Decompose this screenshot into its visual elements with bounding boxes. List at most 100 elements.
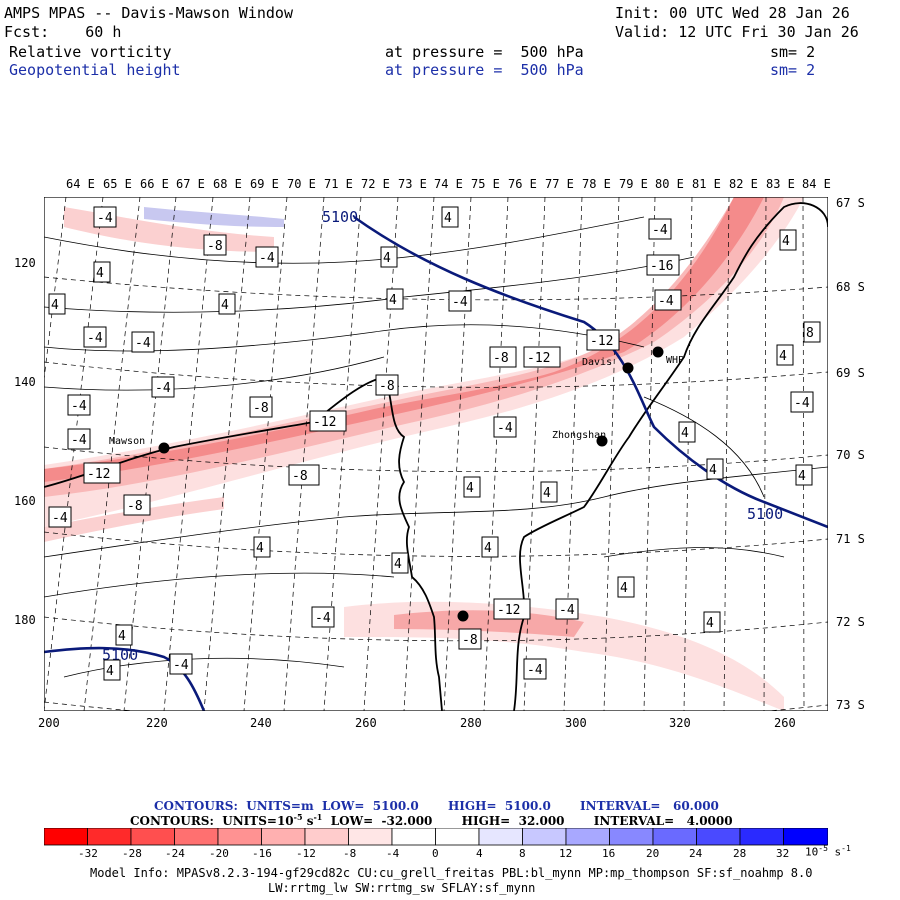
svg-text:8: 8 [806,326,814,341]
x-tick: 260 [774,716,796,730]
meridian-lines [44,197,805,711]
svg-text:4: 4 [620,581,628,596]
vort-box: -12 [586,329,620,351]
lat-label: 72 S [836,615,865,629]
colorbar-label: 28 [733,847,747,860]
lon-label: 65 E [103,177,132,191]
svg-text:4: 4 [394,557,402,572]
colorbar-label: 32 [776,847,790,860]
lon-label: 73 E [398,177,427,191]
lon-label: 83 E [766,177,795,191]
colorbar-label: 4 [476,847,483,860]
lon-label: 76 E [508,177,537,191]
vort-box: -16 [646,254,680,276]
station-whp: WHP [666,355,684,366]
vort-box: -4 [448,290,472,312]
lon-label: 64 E [66,177,95,191]
vort-box: -4 [67,428,91,450]
colorbar-label: -32 [78,847,98,860]
lon-label: 69 E [250,177,279,191]
x-tick: 300 [565,716,587,730]
vort-box: -8 [489,346,517,368]
svg-text:4: 4 [466,481,474,496]
svg-text:4: 4 [389,293,397,308]
svg-text:-12: -12 [313,415,336,430]
vort-box: 4 [617,576,635,598]
svg-text:4: 4 [782,234,790,249]
station-zhongshan-dot [596,435,608,447]
vort-box: -4 [83,326,107,348]
y-tick: 120 [14,256,36,270]
svg-text:-4: -4 [71,399,87,414]
title: AMPS MPAS -- Davis-Mawson Window [4,4,293,22]
svg-text:4: 4 [221,298,229,313]
vort-box: 4 [103,659,121,681]
svg-text:-8: -8 [292,469,308,484]
colorbar-label: 16 [602,847,616,860]
svg-text:4: 4 [118,629,126,644]
svg-text:-4: -4 [71,433,87,448]
station-zhongshan: Zhongshan [552,430,606,441]
colorbar-label: 8 [519,847,526,860]
forecast-hour: Fcst: 60 h [4,23,122,41]
svg-text:-12: -12 [497,603,520,618]
colorbar-label: -4 [386,847,400,860]
vort-box: -8 [458,628,482,650]
vorticity-shading [44,197,764,482]
vort-box: -12 [523,346,561,368]
svg-text:-4: -4 [97,211,113,226]
vort-box: -4 [648,218,672,240]
lat-label: 70 S [836,448,865,462]
svg-text:-8: -8 [379,379,395,394]
vort-box: 4 [253,536,271,558]
coastline [44,202,828,711]
vort-box: 4 [706,458,724,480]
svg-text:-4: -4 [155,381,171,396]
svg-text:4: 4 [96,266,104,281]
lon-label: 66 E [140,177,169,191]
vort-box: -8 [288,464,320,486]
colorbar-label: -8 [343,847,357,860]
field2-name: Geopotential height [9,61,181,79]
svg-text:4: 4 [383,251,391,266]
vort-box: 4 [391,552,409,574]
vort-box: 4 [441,206,459,228]
lon-label: 81 E [692,177,721,191]
vort-box: -12 [309,410,347,432]
vort-box: -4 [255,246,279,268]
svg-text:4: 4 [779,349,787,364]
svg-text:-8: -8 [127,499,143,514]
vorticity-shading [144,207,284,227]
vort-box: 4 [115,624,133,646]
y-tick: 160 [14,494,36,508]
lon-label: 82 E [729,177,758,191]
vorticity-shading [44,497,224,542]
colorbar [44,828,828,846]
colorbar-label: 24 [689,847,703,860]
vort-box: -4 [523,658,547,680]
colorbar-label: -24 [165,847,185,860]
height-label: 5100 [322,208,358,226]
x-tick: 200 [38,716,60,730]
field2-pressure: at pressure = 500 hPa [385,61,584,79]
lon-label: 74 E [434,177,463,191]
svg-text:4: 4 [444,211,452,226]
vort-box: -8 [123,494,151,516]
lat-label: 71 S [836,532,865,546]
vort-box: -8 [203,234,227,256]
svg-text:-4: -4 [652,223,668,238]
init-time: Init: 00 UTC Wed 28 Jan 26 [615,4,850,22]
vort-box: 4 [795,464,813,486]
vort-box: 4 [93,261,111,283]
vort-box: 4 [703,611,721,633]
lon-label: 71 E [324,177,353,191]
station-davis: Davis [582,357,612,368]
height-contour-info: CONTOURS: UNITS=m LOW= 5100.0 HIGH= 5100… [154,799,719,813]
station-davis-dot [622,362,634,374]
svg-text:-8: -8 [462,633,478,648]
lat-label: 67 S [836,196,865,210]
svg-text:4: 4 [709,463,717,478]
vort-box: -4 [93,206,117,228]
vort-box: 4 [218,293,236,315]
svg-text:4: 4 [106,664,114,679]
